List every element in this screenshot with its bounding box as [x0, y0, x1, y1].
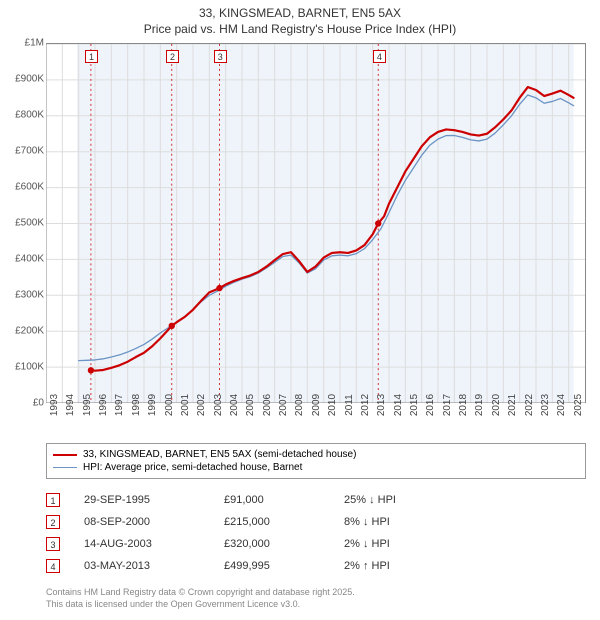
x-tick-label: 2015 [409, 394, 420, 416]
transaction-date: 14-AUG-2003 [84, 538, 224, 550]
transaction-vs-hpi: 2% ↑ HPI [344, 560, 454, 572]
transaction-row: 4 03-MAY-2013£499,9952% ↑ HPI [46, 555, 586, 577]
y-axis-labels: £0£100K£200K£300K£400K£500K£600K£700K£80… [8, 43, 46, 403]
transaction-date: 08-SEP-2000 [84, 516, 224, 528]
x-tick-label: 2000 [164, 394, 175, 416]
x-tick-label: 1997 [114, 394, 125, 416]
sale-marker-2: 2 [166, 50, 179, 63]
x-tick-label: 2022 [524, 394, 535, 416]
x-tick-label: 2019 [474, 394, 485, 416]
transaction-row: 3 14-AUG-2003£320,0002% ↓ HPI [46, 533, 586, 555]
y-tick-label: £900K [8, 74, 44, 85]
plot-area: 1 2 3 4 [46, 43, 586, 403]
transaction-vs-hpi: 25% ↓ HPI [344, 494, 454, 506]
x-tick-label: 2002 [196, 394, 207, 416]
legend: 33, KINGSMEAD, BARNET, EN5 5AX (semi-det… [46, 443, 586, 479]
footer-attribution: Contains HM Land Registry data © Crown c… [46, 587, 586, 610]
transaction-date: 29-SEP-1995 [84, 494, 224, 506]
y-tick-label: £300K [8, 290, 44, 301]
transaction-price: £320,000 [224, 538, 344, 550]
legend-swatch [53, 454, 77, 456]
x-tick-label: 2012 [360, 394, 371, 416]
chart-title-line1: 33, KINGSMEAD, BARNET, EN5 5AX [8, 6, 592, 22]
sale-marker-4: 4 [373, 50, 386, 63]
legend-label: HPI: Average price, semi-detached house,… [83, 462, 302, 473]
sale-marker-1: 1 [85, 50, 98, 63]
y-tick-label: £600K [8, 182, 44, 193]
x-tick-label: 2024 [556, 394, 567, 416]
transaction-row: 1 29-SEP-1995£91,00025% ↓ HPI [46, 489, 586, 511]
x-tick-label: 2006 [262, 394, 273, 416]
legend-item-subject: 33, KINGSMEAD, BARNET, EN5 5AX (semi-det… [53, 448, 579, 461]
x-axis-labels: 1993199419951996199719981999200020012002… [46, 403, 586, 437]
chart-title-line2: Price paid vs. HM Land Registry's House … [8, 22, 592, 38]
y-tick-label: £400K [8, 254, 44, 265]
x-tick-label: 1998 [131, 394, 142, 416]
chart-container: 33, KINGSMEAD, BARNET, EN5 5AX Price pai… [0, 0, 600, 619]
legend-swatch [53, 467, 77, 468]
x-tick-label: 2005 [245, 394, 256, 416]
transaction-price: £91,000 [224, 494, 344, 506]
x-tick-label: 1994 [65, 394, 76, 416]
transactions-table: 1 29-SEP-1995£91,00025% ↓ HPI 2 08-SEP-2000… [46, 489, 586, 577]
x-tick-label: 2013 [376, 394, 387, 416]
x-tick-label: 2003 [213, 394, 224, 416]
transaction-date: 03-MAY-2013 [84, 560, 224, 572]
y-tick-label: £500K [8, 218, 44, 229]
x-tick-label: 2007 [278, 394, 289, 416]
x-tick-label: 2004 [229, 394, 240, 416]
x-tick-label: 2008 [294, 394, 305, 416]
transaction-row: 2 08-SEP-2000£215,0008% ↓ HPI [46, 511, 586, 533]
x-tick-label: 2016 [425, 394, 436, 416]
x-tick-label: 2018 [458, 394, 469, 416]
legend-item-hpi: HPI: Average price, semi-detached house,… [53, 461, 579, 474]
y-tick-label: £800K [8, 110, 44, 121]
y-tick-label: £0 [8, 398, 44, 409]
transaction-marker-num: 4 [46, 559, 60, 573]
y-tick-label: £700K [8, 146, 44, 157]
transaction-vs-hpi: 8% ↓ HPI [344, 516, 454, 528]
footer-line2: This data is licensed under the Open Gov… [46, 599, 586, 611]
transaction-price: £499,995 [224, 560, 344, 572]
sale-marker-3: 3 [214, 50, 227, 63]
x-tick-label: 1999 [147, 394, 158, 416]
x-tick-label: 2023 [540, 394, 551, 416]
y-tick-label: £200K [8, 326, 44, 337]
x-tick-label: 2011 [344, 394, 355, 416]
y-tick-label: £100K [8, 362, 44, 373]
x-tick-label: 2017 [442, 394, 453, 416]
x-tick-label: 1995 [82, 394, 93, 416]
plot-svg [46, 44, 585, 403]
transaction-price: £215,000 [224, 516, 344, 528]
footer-line1: Contains HM Land Registry data © Crown c… [46, 587, 586, 599]
transaction-vs-hpi: 2% ↓ HPI [344, 538, 454, 550]
x-tick-label: 2025 [573, 394, 584, 416]
x-tick-label: 2010 [327, 394, 338, 416]
x-tick-label: 2014 [393, 394, 404, 416]
x-tick-label: 2009 [311, 394, 322, 416]
legend-label: 33, KINGSMEAD, BARNET, EN5 5AX (semi-det… [83, 449, 356, 460]
x-tick-label: 1996 [98, 394, 109, 416]
transaction-marker-num: 2 [46, 515, 60, 529]
y-tick-label: £1M [8, 38, 44, 49]
x-tick-label: 2021 [507, 394, 518, 416]
transaction-marker-num: 1 [46, 493, 60, 507]
chart-area: £0 £100K £200K £300K £400K £500K £600K £700K £80… [8, 43, 592, 437]
x-tick-label: 2001 [180, 394, 191, 416]
x-tick-label: 2020 [491, 394, 502, 416]
x-tick-label: 1993 [49, 394, 60, 416]
transaction-marker-num: 3 [46, 537, 60, 551]
